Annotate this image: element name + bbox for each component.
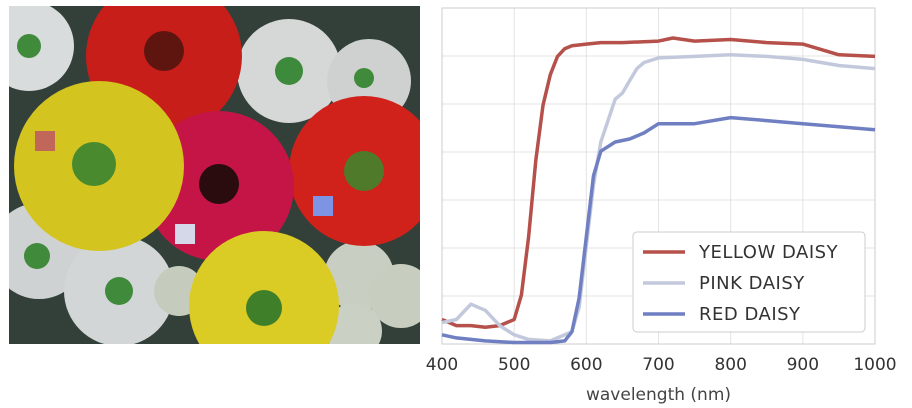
flower-photo xyxy=(9,6,420,344)
x-tick-labels: 400 500 600 700 800 900 1000 xyxy=(426,355,897,375)
x-tick-label: 600 xyxy=(570,355,602,375)
x-tick-label: 500 xyxy=(498,355,530,375)
flower-photo-illustration xyxy=(9,6,420,344)
series-lines xyxy=(441,36,876,345)
x-tick-label: 400 xyxy=(426,355,458,375)
x-tick-label: 900 xyxy=(787,355,819,375)
series-line-red-daisy xyxy=(441,115,876,345)
x-axis-label: wavelength (nm) xyxy=(586,385,731,405)
x-tick-label: 700 xyxy=(642,355,674,375)
legend-label: RED DAISY xyxy=(699,304,801,325)
legend-box xyxy=(632,231,866,333)
red-daisy-sample-marker xyxy=(313,196,333,216)
legend: YELLOW DAISY PINK DAISY RED DAISY xyxy=(632,231,866,333)
x-tick-label: 1000 xyxy=(853,355,896,375)
series-line-pink-daisy xyxy=(441,53,876,343)
legend-label: YELLOW DAISY xyxy=(698,242,839,263)
plot-frame xyxy=(441,7,876,345)
legend-label: PINK DAISY xyxy=(699,273,805,294)
pink-daisy-sample-marker xyxy=(175,224,195,244)
x-tick-label: 800 xyxy=(714,355,746,375)
yellow-daisy-sample-marker xyxy=(35,131,55,151)
